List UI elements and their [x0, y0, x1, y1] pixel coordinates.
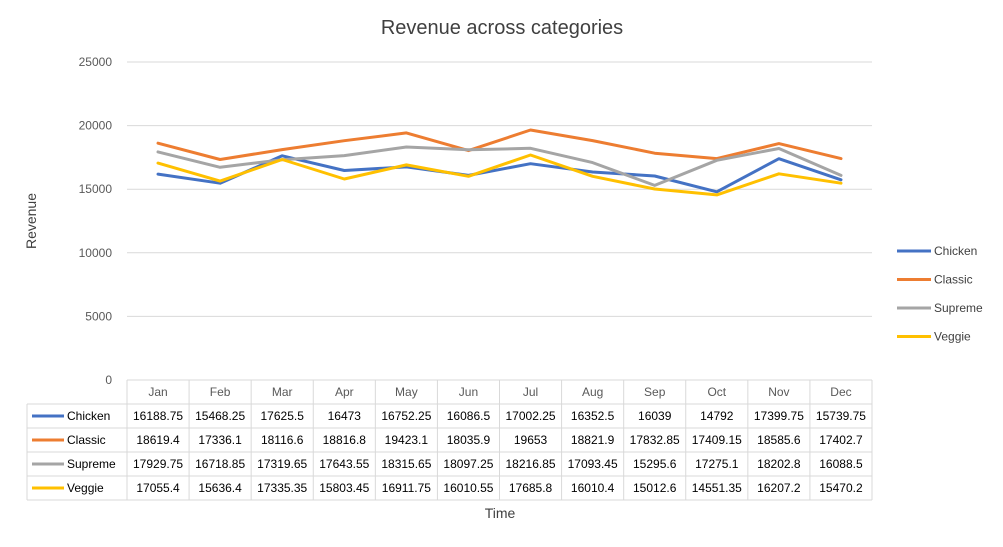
table-row-label: Veggie — [67, 481, 104, 495]
table-cell: 15468.25 — [195, 409, 245, 423]
table-cell: 18816.8 — [323, 433, 367, 447]
table-cell: 17055.4 — [136, 481, 180, 495]
x-tick-label: Jul — [523, 385, 538, 399]
table-cell: 16718.85 — [195, 457, 245, 471]
table-cell: 18035.9 — [447, 433, 491, 447]
table-cell: 18116.6 — [261, 433, 304, 447]
table-cell: 16352.5 — [571, 409, 615, 423]
table-cell: 15470.2 — [819, 481, 863, 495]
table-cell: 16086.5 — [447, 409, 491, 423]
series-line-classic — [156, 128, 843, 161]
table-cell: 17336.1 — [198, 433, 242, 447]
table-cell: 15739.75 — [816, 409, 866, 423]
table-cell: 15012.6 — [633, 481, 677, 495]
y-tick-labels: 0 5000 10000 15000 20000 25000 — [79, 55, 113, 387]
legend-label: Veggie — [934, 330, 971, 344]
x-tick-label: Nov — [768, 385, 789, 399]
table-row-label: Supreme — [67, 457, 116, 471]
table-cell: 19653 — [514, 433, 548, 447]
x-tick-label: Aug — [582, 385, 603, 399]
legend-label: Classic — [934, 273, 973, 287]
y-tick-label: 5000 — [85, 309, 112, 323]
table-cell: 17402.7 — [819, 433, 863, 447]
data-table: Jan Feb Mar Apr May Jun Jul Aug Sep Oct Nov Dec Chic… — [26, 379, 873, 501]
table-cell: 18202.8 — [757, 457, 801, 471]
table-cell: 15636.4 — [198, 481, 242, 495]
x-tick-label: Mar — [272, 385, 293, 399]
y-tick-label: 25000 — [79, 55, 113, 69]
table-cell: 14551.35 — [692, 481, 742, 495]
chart-title: Revenue across categories — [381, 17, 623, 39]
x-tick-label: Feb — [210, 385, 231, 399]
table-cell: 16911.75 — [382, 481, 431, 495]
table-cell: 18585.6 — [757, 433, 801, 447]
table-cell: 17832.85 — [630, 433, 680, 447]
table-cell: 17093.45 — [568, 457, 618, 471]
legend-label: Supreme — [934, 301, 983, 315]
table-cell: 16752.25 — [381, 409, 431, 423]
series-line-supreme — [156, 145, 843, 187]
table-cell: 18315.65 — [381, 457, 431, 471]
y-tick-label: 10000 — [79, 246, 113, 260]
x-tick-label: Oct — [707, 385, 726, 399]
table-cell: 17399.75 — [754, 409, 804, 423]
table-cell: 17929.75 — [133, 457, 183, 471]
table-row-label: Classic — [67, 433, 106, 447]
table-cell: 17002.25 — [506, 409, 556, 423]
table-cell: 15803.45 — [319, 481, 369, 495]
x-tick-label: Dec — [830, 385, 851, 399]
legend: Chicken Classic Supreme Veggie — [897, 244, 983, 344]
x-tick-label: Apr — [335, 385, 354, 399]
table-cell: 17319.65 — [257, 457, 307, 471]
table-cell: 14792 — [700, 409, 734, 423]
table-cell: 16039 — [638, 409, 672, 423]
series-lines — [156, 128, 843, 197]
table-cell: 16188.75 — [133, 409, 183, 423]
y-tick-label: 15000 — [79, 182, 113, 196]
table-cell: 16473 — [328, 409, 362, 423]
table-cell: 17275.1 — [695, 457, 739, 471]
table-cell: 17685.8 — [509, 481, 553, 495]
x-axis-title: Time — [485, 505, 516, 521]
series-line-veggie — [156, 153, 843, 197]
table-cell: 18097.25 — [443, 457, 493, 471]
x-tick-label: May — [395, 385, 418, 399]
table-cell: 18821.9 — [571, 433, 615, 447]
table-cell: 15295.6 — [633, 457, 677, 471]
table-cell: 17625.5 — [261, 409, 305, 423]
table-cell: 16207.2 — [757, 481, 801, 495]
table-row-label: Chicken — [67, 409, 110, 423]
y-tick-label: 0 — [105, 373, 112, 387]
table-cell: 17409.15 — [692, 433, 742, 447]
table-cell: 18619.4 — [136, 433, 180, 447]
y-tick-label: 20000 — [79, 119, 113, 133]
y-axis-title: Revenue — [23, 193, 39, 249]
table-cell: 16010.55 — [443, 481, 493, 495]
x-tick-label: Sep — [644, 385, 666, 399]
legend-label: Chicken — [934, 244, 977, 258]
table-cell: 16010.4 — [571, 481, 615, 495]
table-cell: 17335.35 — [257, 481, 307, 495]
table-cell: 19423.1 — [385, 433, 429, 447]
gridlines — [127, 61, 872, 317]
table-cell: 18216.85 — [506, 457, 556, 471]
x-tick-label: Jun — [459, 385, 478, 399]
table-cell: 16088.5 — [819, 457, 863, 471]
table-cell: 17643.55 — [319, 457, 369, 471]
x-tick-label: Jan — [148, 385, 167, 399]
